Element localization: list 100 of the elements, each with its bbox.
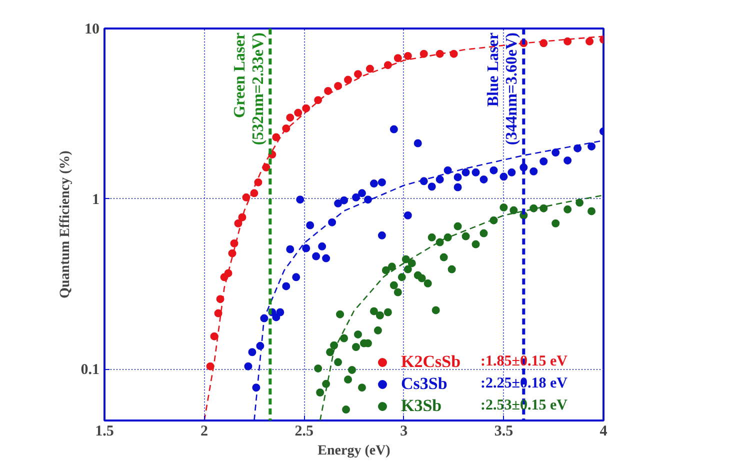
point xyxy=(530,167,538,176)
point xyxy=(344,376,352,384)
point xyxy=(490,166,498,174)
point xyxy=(384,308,392,316)
line-series xyxy=(319,194,604,420)
point xyxy=(296,196,304,204)
point xyxy=(330,341,338,350)
point xyxy=(272,133,280,142)
point xyxy=(358,384,366,392)
point xyxy=(480,175,488,184)
point xyxy=(454,183,462,192)
point xyxy=(448,265,456,274)
point xyxy=(508,168,516,176)
point xyxy=(326,348,334,356)
x-tick-label: 4 xyxy=(600,424,608,440)
x-tick-label: 2.5 xyxy=(294,424,314,440)
ref-line-label: Blue Laser (344nm=3.60eV) xyxy=(484,32,521,146)
point xyxy=(358,189,366,198)
point xyxy=(404,52,412,60)
point xyxy=(390,281,398,290)
x-tick-label: 3 xyxy=(400,424,408,440)
point xyxy=(394,288,402,296)
x-tick-label: 1.5 xyxy=(95,424,114,440)
point xyxy=(408,259,416,268)
point xyxy=(454,222,462,230)
point xyxy=(378,231,386,240)
point xyxy=(342,406,350,414)
point xyxy=(306,221,314,230)
point xyxy=(454,173,462,182)
point xyxy=(282,282,290,290)
x-tick-label: 2 xyxy=(200,424,208,440)
point xyxy=(316,388,324,396)
point xyxy=(428,233,436,242)
point xyxy=(440,253,448,262)
x-tick-label: 3.5 xyxy=(494,424,514,440)
point xyxy=(352,193,360,202)
point xyxy=(564,37,572,46)
point xyxy=(364,196,372,204)
point xyxy=(322,254,330,262)
point xyxy=(314,96,322,104)
point xyxy=(398,273,406,282)
point xyxy=(384,61,392,70)
legend-label: K2CsSb xyxy=(401,352,461,372)
point xyxy=(340,334,348,342)
point xyxy=(354,70,362,78)
legend-label: K3Sb xyxy=(401,396,442,416)
point xyxy=(282,124,290,132)
point xyxy=(244,362,252,370)
point xyxy=(370,307,378,316)
point xyxy=(588,207,596,216)
point xyxy=(336,310,344,318)
y-tick-label: 1 xyxy=(92,192,100,208)
point xyxy=(286,245,294,254)
point xyxy=(552,148,560,157)
point xyxy=(404,265,412,274)
point xyxy=(370,180,378,188)
point xyxy=(394,54,402,62)
point xyxy=(472,168,480,176)
point xyxy=(418,274,426,282)
point xyxy=(462,232,470,240)
point xyxy=(334,199,342,208)
point xyxy=(272,313,280,322)
ref-line-label: Green Laser (532nm=2.33eV) xyxy=(231,32,268,146)
point xyxy=(414,139,422,148)
point xyxy=(564,205,572,214)
annotation: :1.85±0.15 eV xyxy=(480,354,568,370)
point xyxy=(480,229,488,238)
point xyxy=(366,64,374,73)
point xyxy=(588,142,596,150)
point xyxy=(564,156,572,164)
annotation: :2.25±0.18 eV xyxy=(480,376,568,392)
point xyxy=(286,114,294,122)
point xyxy=(428,182,436,191)
point xyxy=(500,203,508,212)
point xyxy=(352,343,360,352)
legend-label: Cs3Sb xyxy=(401,374,448,394)
point xyxy=(390,125,398,134)
y-tick-label: 10 xyxy=(84,22,100,38)
annotation: :2.53±0.15 eV xyxy=(480,398,568,414)
point xyxy=(540,157,548,166)
point xyxy=(374,326,382,334)
point xyxy=(354,330,362,338)
point xyxy=(348,366,356,374)
point xyxy=(376,311,384,320)
y-tick-label: 0.1 xyxy=(80,362,100,378)
point xyxy=(292,273,300,282)
y-axis-title: Quantum Efficiency (%) xyxy=(58,150,73,298)
point xyxy=(424,279,432,288)
point xyxy=(388,262,396,271)
point xyxy=(404,211,412,220)
point xyxy=(210,332,218,340)
point xyxy=(214,309,222,318)
point xyxy=(340,196,348,204)
point xyxy=(472,240,480,248)
x-axis-title: Energy (eV) xyxy=(318,444,391,458)
point xyxy=(314,364,322,372)
point xyxy=(344,76,352,84)
point xyxy=(294,108,302,117)
point xyxy=(586,37,594,46)
point xyxy=(510,206,518,214)
